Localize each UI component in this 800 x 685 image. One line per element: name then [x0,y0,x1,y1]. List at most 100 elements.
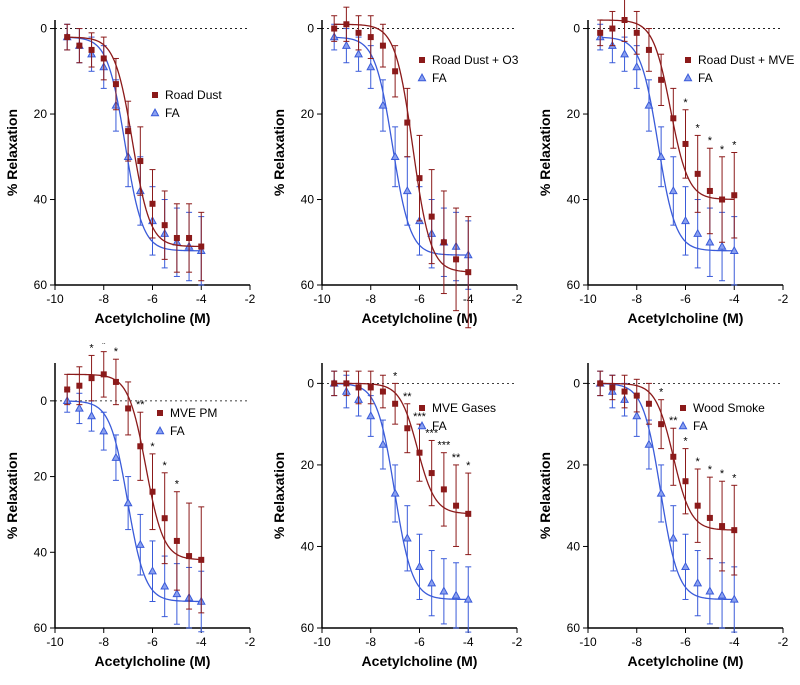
svg-text:60: 60 [34,278,48,292]
svg-text:*: * [466,460,471,472]
svg-text:FA: FA [432,71,447,85]
svg-text:60: 60 [567,278,581,292]
svg-text:-2: -2 [778,635,789,649]
svg-text:*: * [684,435,689,447]
svg-text:*: * [684,97,689,109]
svg-text:Acetylcholine (M): Acetylcholine (M) [628,653,744,669]
svg-text:FA: FA [698,71,713,85]
svg-text:-6: -6 [680,292,691,306]
svg-text:**: ** [669,415,678,427]
svg-text:*: * [393,370,398,382]
svg-text:-4: -4 [729,635,740,649]
svg-text:% Relaxation: % Relaxation [271,451,287,538]
svg-text:0: 0 [307,376,314,390]
svg-text:*: * [708,464,713,476]
svg-text:*: * [659,386,664,398]
svg-text:40: 40 [300,193,314,207]
svg-text:0: 0 [40,22,47,36]
svg-text:60: 60 [34,621,48,635]
svg-text:-10: -10 [580,635,598,649]
svg-text:**: ** [136,399,145,411]
svg-text:Road Dust + MVE: Road Dust + MVE [698,53,794,67]
svg-text:40: 40 [34,193,48,207]
svg-text:-8: -8 [365,292,376,306]
svg-text:***: *** [413,411,427,423]
svg-text:20: 20 [300,107,314,121]
svg-text:20: 20 [567,457,581,471]
figure-grid: -10 -8 -6 -4 -2 0 20 40 60 Acetylcholine (M) % Rel… [0,0,800,685]
svg-text:-8: -8 [632,292,643,306]
panel-1-svg: -10-8-6-4-20204060Acetylcholine (M)% Rel… [0,0,266,342]
svg-text:60: 60 [300,621,314,635]
svg-text:-2: -2 [778,292,789,306]
svg-text:**: ** [451,451,460,463]
panel-4-svg: -10-8-6-4-20204060Acetylcholine (M)% Rel… [0,343,266,685]
svg-text:*: * [175,478,180,490]
svg-text:20: 20 [34,469,48,483]
svg-text:0: 0 [307,22,314,36]
svg-text:-4: -4 [196,635,207,649]
svg-text:% Relaxation: % Relaxation [4,451,20,538]
svg-text:40: 40 [300,539,314,553]
svg-text:40: 40 [567,193,581,207]
svg-text:Road Dust + O3: Road Dust + O3 [432,53,519,67]
svg-text:**: ** [403,390,412,402]
svg-text:FA: FA [165,106,180,120]
svg-text:-4: -4 [196,292,207,306]
svg-text:-8: -8 [632,635,643,649]
panel-5: -10-8-6-4-20204060Acetylcholine (M)% Rel… [267,343,534,685]
panel-2-svg: -10-8-6-4-20204060Acetylcholine (M)% Rel… [267,0,533,342]
svg-text:*: * [102,343,107,351]
svg-text:MVE PM: MVE PM [170,406,217,420]
svg-text:60: 60 [567,621,581,635]
svg-text:*: * [150,440,155,452]
svg-text:Wood Smoke: Wood Smoke [693,401,765,415]
svg-text:-6: -6 [414,635,425,649]
svg-text:*: * [89,343,94,354]
svg-text:-2: -2 [245,292,256,306]
svg-text:-10: -10 [46,292,64,306]
svg-text:-4: -4 [729,292,740,306]
svg-text:Acetylcholine (M): Acetylcholine (M) [361,653,477,669]
svg-text:-6: -6 [147,292,158,306]
panel-1: -10-8-6-4-20204060Acetylcholine (M)% Rel… [0,0,267,343]
svg-text:-2: -2 [511,635,522,649]
panel-5-svg: -10-8-6-4-20204060Acetylcholine (M)% Rel… [267,343,533,685]
svg-text:20: 20 [567,107,581,121]
svg-text:-4: -4 [463,635,474,649]
svg-text:% Relaxation: % Relaxation [537,109,553,196]
svg-text:FA: FA [432,419,447,433]
svg-text:*: * [720,144,725,156]
svg-text:Acetylcholine (M): Acetylcholine (M) [95,310,211,326]
svg-text:% Relaxation: % Relaxation [537,451,553,538]
svg-text:-2: -2 [245,635,256,649]
svg-text:0: 0 [574,376,581,390]
svg-text:FA: FA [170,424,185,438]
svg-text:Acetylcholine (M): Acetylcholine (M) [628,310,744,326]
svg-text:*: * [114,346,119,358]
svg-text:*: * [696,122,701,134]
svg-text:Acetylcholine (M): Acetylcholine (M) [361,310,477,326]
svg-text:-6: -6 [147,635,158,649]
svg-text:-6: -6 [414,292,425,306]
panel-6: -10 -8 -6 -4 -2 0 20 40 60 Acetylcholine (M) % Rel… [533,343,800,685]
svg-text:-10: -10 [46,635,64,649]
svg-text:% Relaxation: % Relaxation [4,109,20,196]
svg-text:60: 60 [300,278,314,292]
svg-text:FA: FA [693,419,708,433]
panel-3-svg: -10-8-6-4-20204060Acetylcholine (M)% Rel… [533,0,799,342]
svg-text:0: 0 [40,393,47,407]
svg-text:-6: -6 [680,635,691,649]
panel-6-svg: -10 -8 -6 -4 -2 0 20 40 60 Acetylcholine (M) % Rel… [533,343,799,685]
svg-text:0: 0 [574,22,581,36]
panel-3: -10-8-6-4-20204060Acetylcholine (M)% Rel… [533,0,800,343]
svg-text:MVE Gases: MVE Gases [432,401,496,415]
svg-text:-8: -8 [98,635,109,649]
svg-text:40: 40 [567,539,581,553]
svg-text:-8: -8 [365,635,376,649]
svg-text:*: * [732,140,737,152]
svg-text:*: * [720,468,725,480]
panel-4: -10-8-6-4-20204060Acetylcholine (M)% Rel… [0,343,267,685]
svg-text:-8: -8 [98,292,109,306]
svg-text:20: 20 [300,457,314,471]
